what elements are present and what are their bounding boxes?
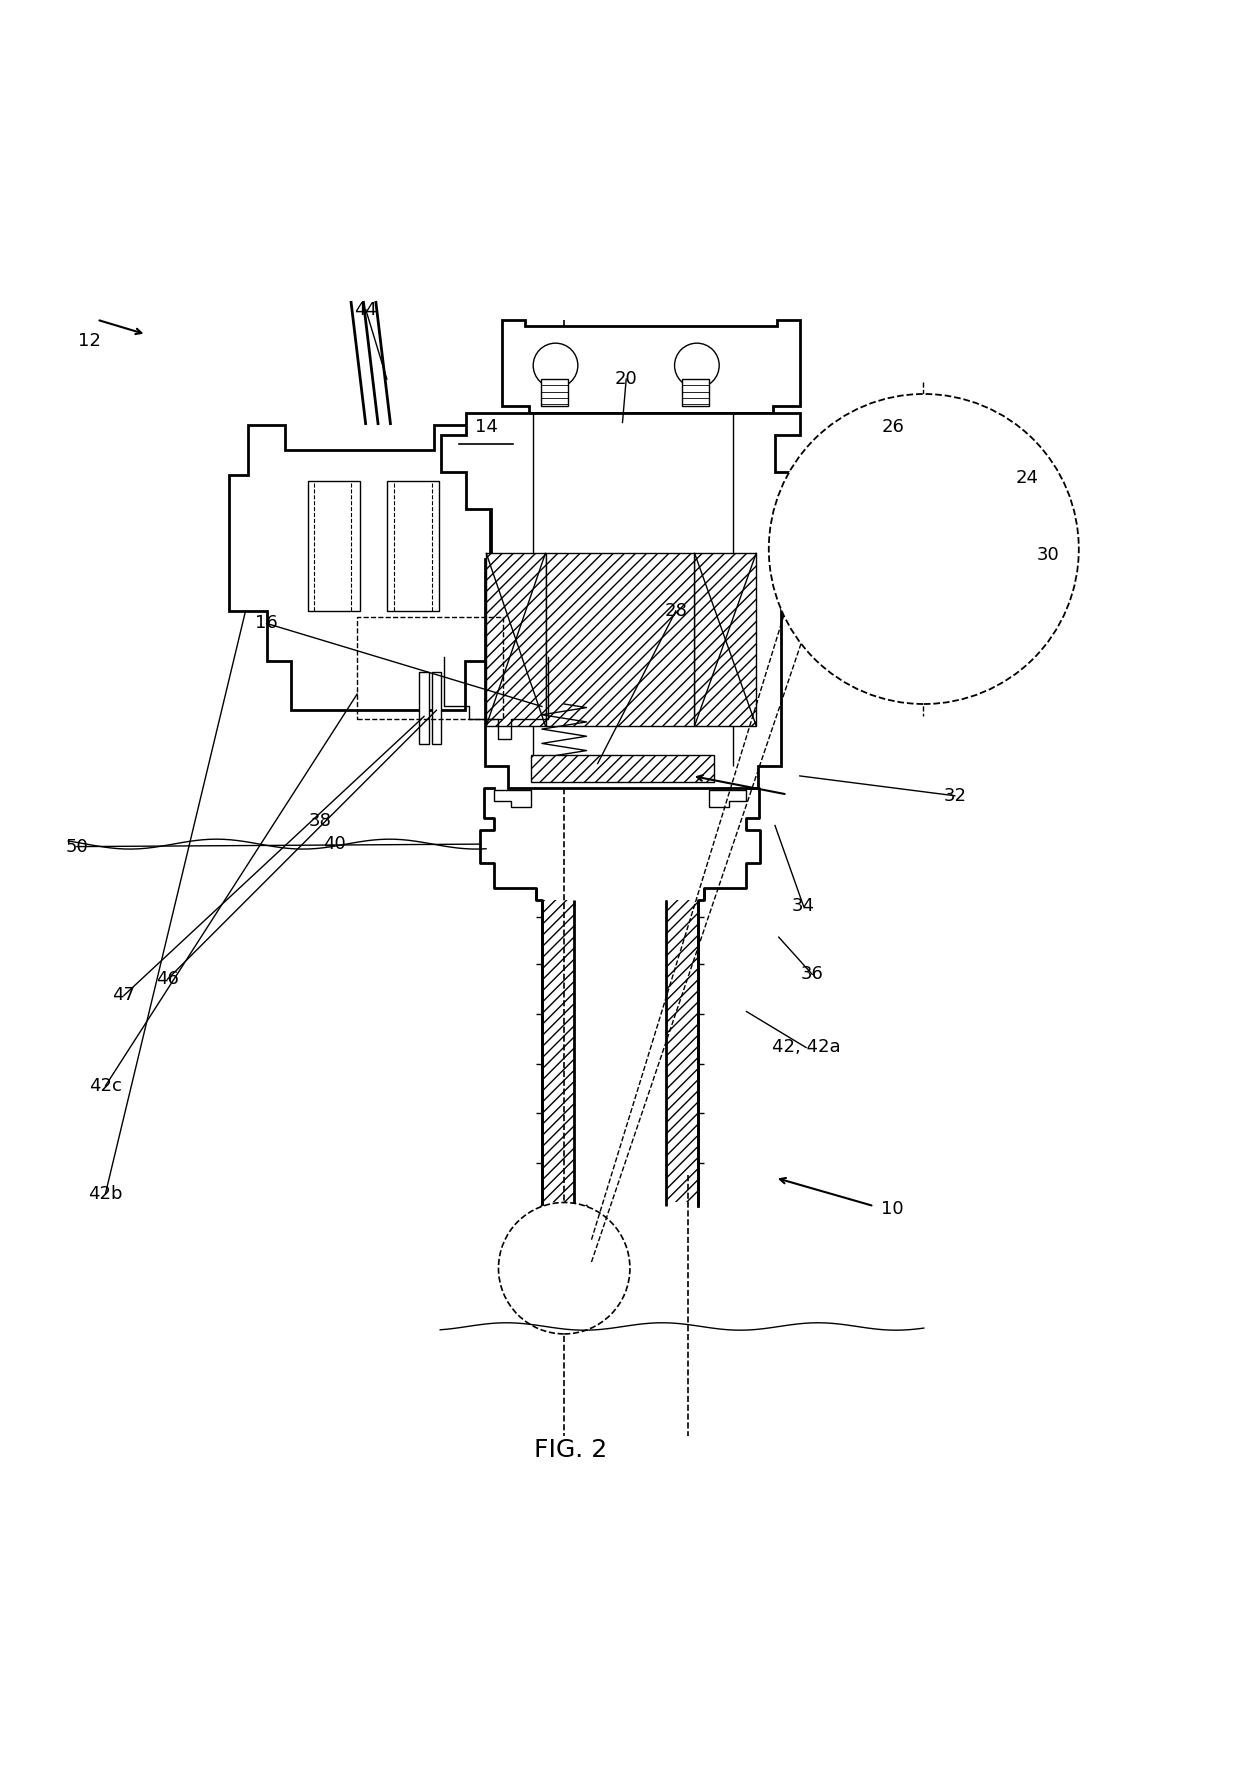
- Text: 36: 36: [801, 965, 823, 983]
- Bar: [890, 443, 955, 655]
- Circle shape: [675, 344, 719, 388]
- Circle shape: [498, 1203, 630, 1333]
- Bar: [541, 379, 568, 406]
- Bar: [531, 755, 714, 781]
- Bar: [542, 901, 574, 1203]
- Polygon shape: [502, 320, 800, 413]
- Bar: [694, 554, 756, 726]
- Text: 20: 20: [615, 370, 637, 388]
- Text: 42, 42a: 42, 42a: [771, 1038, 841, 1057]
- Text: 46: 46: [156, 970, 179, 988]
- Text: 12: 12: [78, 331, 100, 349]
- Text: 10: 10: [882, 1200, 904, 1218]
- Circle shape: [851, 523, 945, 618]
- Text: 34: 34: [792, 897, 815, 915]
- Bar: [308, 481, 360, 611]
- Text: 50: 50: [66, 838, 88, 856]
- Bar: [387, 481, 439, 611]
- Text: FIG. 2: FIG. 2: [533, 1438, 608, 1463]
- Text: 42c: 42c: [89, 1077, 122, 1095]
- Circle shape: [533, 344, 578, 388]
- Bar: [666, 901, 698, 1203]
- Text: 38: 38: [309, 812, 331, 829]
- Polygon shape: [229, 425, 490, 710]
- Text: 24: 24: [1016, 470, 1038, 488]
- Text: 26: 26: [882, 418, 904, 436]
- Text: 30: 30: [1037, 546, 1059, 564]
- Text: 32: 32: [944, 787, 966, 805]
- Polygon shape: [494, 790, 531, 806]
- Bar: [486, 554, 546, 726]
- Bar: [357, 618, 503, 719]
- Text: 47: 47: [113, 986, 135, 1004]
- Text: 44: 44: [355, 301, 377, 319]
- Text: 16: 16: [255, 614, 278, 632]
- Text: 28: 28: [665, 602, 687, 619]
- Polygon shape: [441, 413, 800, 789]
- Bar: [419, 671, 429, 744]
- Bar: [432, 671, 441, 744]
- Circle shape: [548, 1273, 580, 1305]
- Circle shape: [769, 393, 1079, 705]
- Polygon shape: [709, 790, 746, 806]
- Bar: [682, 379, 709, 406]
- Bar: [546, 554, 694, 726]
- Text: 14: 14: [475, 418, 497, 436]
- Text: 42b: 42b: [88, 1185, 123, 1203]
- Text: 40: 40: [324, 835, 346, 853]
